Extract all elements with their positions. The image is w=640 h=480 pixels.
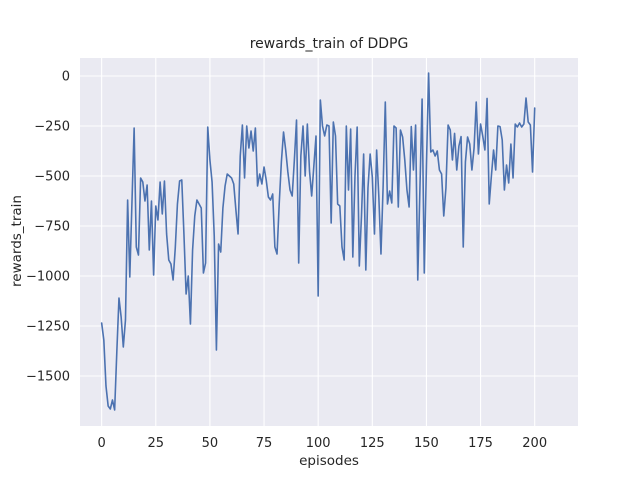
y-tick-label: 0 — [62, 70, 70, 85]
y-tick-label: −1250 — [26, 320, 70, 335]
x-tick-label: 0 — [98, 436, 106, 451]
x-tick-label: 75 — [256, 436, 273, 451]
y-tick-label: −1500 — [26, 370, 70, 385]
x-tick-label: 25 — [148, 436, 165, 451]
y-tick-label: −250 — [34, 120, 70, 135]
y-tick-label: −500 — [34, 170, 70, 185]
x-tick-label: 50 — [202, 436, 219, 451]
axes-background — [80, 58, 578, 426]
y-tick-label: −1000 — [26, 270, 70, 285]
x-tick-label: 200 — [522, 436, 547, 451]
x-tick-label: 125 — [360, 436, 385, 451]
y-axis-label-text: rewards_train — [9, 195, 25, 287]
y-tick-label: −750 — [34, 220, 70, 235]
x-tick-label: 150 — [414, 436, 439, 451]
rewards-train-line-series — [100, 72, 536, 411]
chart-title: rewards_train of DDPG — [249, 36, 409, 52]
x-tick-label: 100 — [306, 436, 331, 451]
x-tick-label: 175 — [468, 436, 493, 451]
x-axis-label: episodes — [299, 453, 359, 469]
